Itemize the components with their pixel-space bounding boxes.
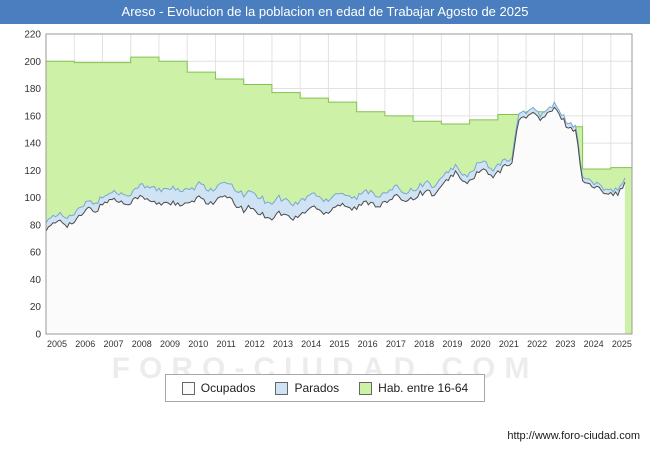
x-tick-label: 2020	[471, 339, 491, 349]
x-tick-label: 2023	[555, 339, 575, 349]
x-tick-label: 2013	[273, 339, 293, 349]
legend: Ocupados Parados Hab. entre 16-64	[164, 374, 486, 402]
y-tick-label: 160	[24, 111, 41, 122]
series-ocupados-line	[45, 106, 626, 232]
legend-label: Hab. entre 16-64	[378, 381, 469, 395]
legend-label: Ocupados	[200, 381, 256, 395]
x-tick-label: 2022	[527, 339, 547, 349]
x-tick-label: 2017	[386, 339, 406, 349]
x-tick-label: 2009	[160, 339, 180, 349]
legend-row: Ocupados Parados Hab. entre 16-64	[0, 374, 650, 402]
legend-item: Parados	[275, 381, 339, 395]
x-tick-label: 2014	[301, 339, 321, 349]
y-tick-label: 40	[30, 275, 42, 286]
y-tick-label: 20	[30, 302, 42, 313]
x-tick-label: 2007	[103, 339, 123, 349]
legend-label: Parados	[294, 381, 340, 395]
chart-title: Areso - Evolucion de la poblacion en eda…	[121, 4, 529, 19]
x-tick-label: 2006	[75, 339, 95, 349]
x-tick-label: 2008	[132, 339, 152, 349]
y-tick-label: 140	[24, 139, 41, 150]
legend-item: Hab. entre 16-64	[359, 381, 468, 395]
legend-swatch	[181, 381, 195, 395]
y-tick-label: 120	[24, 166, 41, 177]
series-ocupados-area	[46, 107, 625, 334]
y-tick-label: 60	[30, 248, 42, 259]
y-tick-label: 0	[35, 330, 41, 341]
plot-border	[45, 33, 633, 335]
footer-link[interactable]: http://www.foro-ciudad.com	[507, 430, 640, 442]
series-parados-line	[45, 101, 626, 224]
x-tick-label: 2025	[612, 339, 632, 349]
y-tick-label: 220	[24, 30, 41, 41]
legend-item: Ocupados	[181, 381, 256, 395]
legend-swatch	[359, 381, 373, 395]
x-tick-label: 2024	[584, 339, 604, 349]
x-tick-label: 2010	[188, 339, 208, 349]
x-tick-label: 2021	[499, 339, 519, 349]
x-tick-label: 2016	[358, 339, 378, 349]
x-tick-label: 2012	[245, 339, 265, 349]
y-tick-label: 80	[30, 220, 42, 231]
chart-title-bar: Areso - Evolucion de la poblacion en eda…	[0, 0, 650, 24]
y-tick-label: 200	[24, 57, 41, 68]
legend-swatch	[275, 381, 289, 395]
x-tick-label: 2019	[442, 339, 462, 349]
x-tick-label: 2005	[47, 339, 67, 349]
x-tick-label: 2011	[216, 339, 235, 349]
x-tick-label: 2015	[329, 339, 349, 349]
population-chart: 0 20 40 60 80 100 120 140 160 180 200 220 2005 2006 20…	[24, 30, 633, 349]
y-tick-label: 100	[24, 193, 41, 204]
x-tick-label: 2018	[414, 339, 434, 349]
y-tick-label: 180	[24, 84, 41, 95]
